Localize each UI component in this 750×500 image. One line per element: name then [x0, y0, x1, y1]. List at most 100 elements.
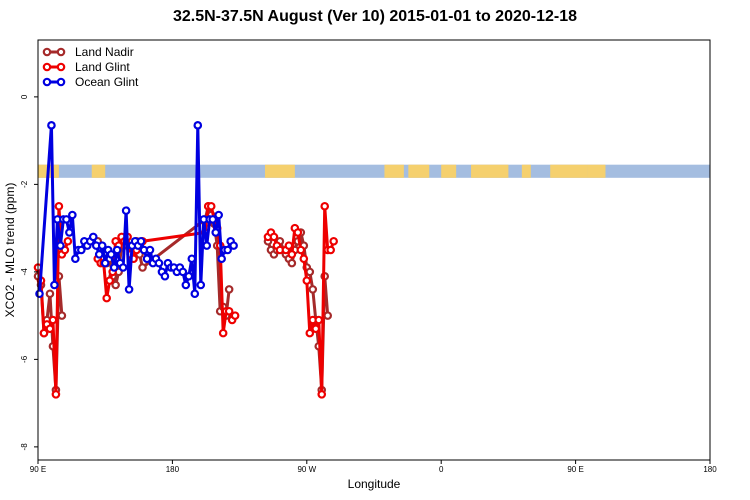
land-segment: [384, 164, 404, 178]
legend-swatch-point: [56, 47, 66, 57]
data-point: [320, 201, 330, 211]
data-point: [230, 311, 240, 320]
legend-item: Land Glint: [42, 60, 130, 74]
data-point: [217, 254, 226, 264]
x-tick-label: 0: [439, 465, 444, 474]
y-tick-label: 0: [20, 94, 29, 99]
series-land-nadir: [33, 201, 333, 395]
data-point: [196, 280, 206, 290]
data-point: [118, 263, 128, 272]
data-point: [214, 210, 223, 220]
data-point: [145, 245, 155, 255]
data-point: [229, 241, 238, 250]
data-point: [184, 271, 194, 281]
legend-swatch-point: [42, 62, 52, 72]
data-point: [160, 271, 170, 281]
land-segment: [91, 164, 106, 178]
data-point: [138, 263, 147, 272]
data-point: [323, 311, 333, 320]
data-point: [124, 285, 134, 294]
data-point: [35, 289, 44, 299]
x-tick-label: 90 E: [567, 465, 583, 474]
data-point: [299, 254, 309, 264]
data-point: [94, 250, 104, 259]
y-axis-title: XCO2 - MLO trend (ppm): [3, 183, 17, 318]
data-point: [77, 245, 86, 255]
data-point: [45, 289, 55, 299]
y-tick-label: -2: [20, 180, 29, 188]
data-point: [111, 280, 120, 290]
data-point: [51, 390, 61, 399]
data-point: [65, 228, 74, 237]
legend-swatch-point: [56, 77, 66, 87]
data-point: [311, 324, 321, 334]
legend-label: Land Nadir: [75, 45, 134, 59]
legend-swatch-point: [42, 77, 52, 87]
data-point: [39, 328, 49, 338]
land-ocean-band: [38, 164, 710, 178]
legend-swatch-point: [42, 47, 52, 57]
data-point: [223, 245, 232, 255]
data-point: [50, 280, 59, 290]
data-point: [109, 263, 119, 272]
data-point: [63, 236, 73, 246]
data-point: [314, 315, 324, 325]
data-point: [142, 254, 152, 264]
data-point: [178, 267, 188, 277]
land-segment: [471, 164, 509, 178]
data-point: [88, 232, 98, 242]
data-point: [305, 328, 315, 338]
data-point: [187, 254, 197, 264]
y-tick-label: -6: [20, 355, 29, 363]
land-segment: [550, 164, 588, 178]
data-point: [202, 241, 212, 250]
legend-label: Land Glint: [75, 60, 130, 74]
legend-item: Land Nadir: [42, 45, 134, 59]
data-point: [71, 254, 80, 264]
data-point: [287, 250, 297, 259]
x-tick-label: 90 W: [297, 465, 316, 474]
chart-title: 32.5N-37.5N August (Ver 10) 2015-01-01 t…: [172, 8, 578, 25]
ocean-band: [38, 164, 710, 178]
x-tick-label: 90 E: [30, 465, 46, 474]
data-point: [45, 324, 55, 334]
data-point: [100, 258, 110, 268]
series-land-glint: [33, 201, 338, 399]
plot-frame: [37, 39, 711, 461]
data-point: [317, 390, 327, 399]
data-point: [105, 276, 114, 285]
land-segment: [587, 164, 606, 178]
data-point: [48, 315, 58, 325]
data-point: [102, 293, 111, 303]
data-point: [154, 258, 164, 268]
x-axis-title: Longitude: [348, 477, 401, 491]
data-point: [293, 228, 303, 237]
data-point: [54, 201, 64, 211]
data-point: [68, 210, 77, 220]
land-segment: [521, 164, 531, 178]
data-point: [190, 289, 200, 299]
data-point: [62, 215, 71, 224]
y-tick-label: -4: [20, 268, 29, 276]
data-point: [121, 206, 131, 215]
land-segment: [441, 164, 457, 178]
data-point: [302, 276, 312, 285]
legend-item: Ocean Glint: [42, 75, 139, 89]
data-point: [206, 201, 216, 211]
y-axis: 0 -2 -4 -6 -8: [20, 94, 38, 450]
legend-swatch-point: [56, 62, 66, 72]
data-point: [329, 236, 338, 246]
data-point: [224, 285, 234, 294]
data-point: [181, 280, 191, 290]
data-point: [106, 250, 116, 259]
x-axis: 90 E 180 90 W 0 90 E 180: [30, 460, 717, 474]
land-segment: [264, 164, 295, 178]
data-point: [56, 241, 65, 250]
data-point: [193, 121, 203, 130]
data-point: [211, 228, 221, 237]
data-point: [287, 258, 297, 268]
series-layer: [33, 121, 338, 399]
data-point: [224, 306, 234, 316]
data-point: [308, 285, 318, 294]
